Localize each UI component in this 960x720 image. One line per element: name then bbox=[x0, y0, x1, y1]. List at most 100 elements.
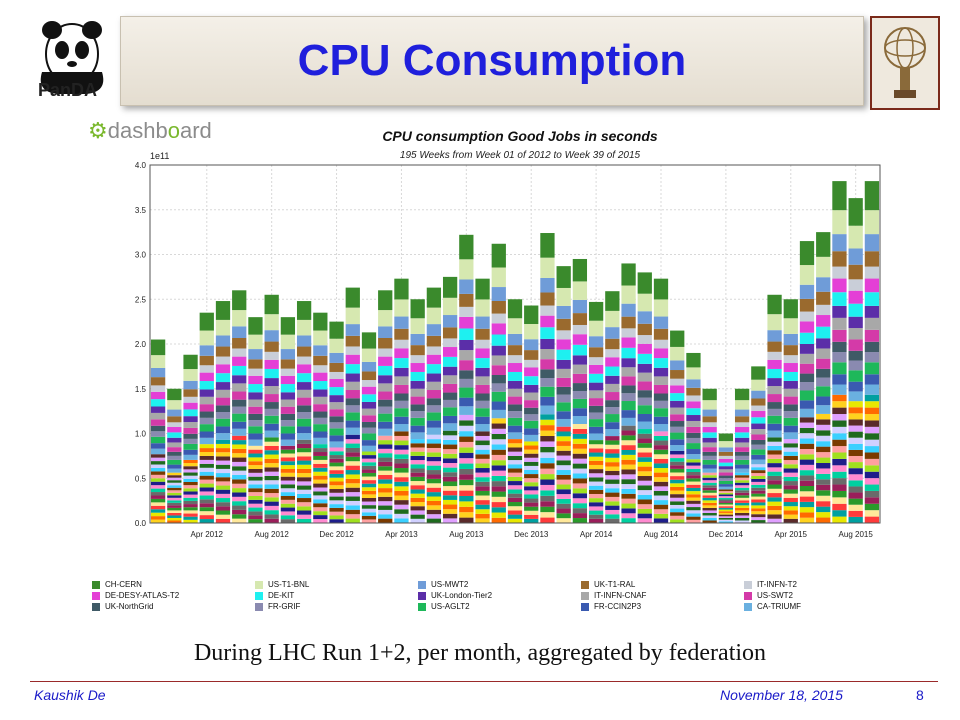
bar-segment bbox=[556, 503, 571, 509]
bar-segment bbox=[718, 516, 734, 518]
bar-segment bbox=[799, 454, 815, 460]
bar-segment-it-infn-cnaf bbox=[799, 353, 815, 364]
bar-segment bbox=[459, 495, 474, 502]
bar-segment bbox=[637, 504, 652, 509]
bar-segment bbox=[540, 430, 555, 437]
bar-segment-uk-london-tier2 bbox=[491, 345, 506, 356]
bar-segment bbox=[167, 480, 182, 483]
bar-segment-it-infn-t2 bbox=[540, 305, 555, 316]
bar-segment-fr-ccin2p3 bbox=[313, 431, 328, 438]
bar-segment-uk-t1-ral bbox=[864, 251, 880, 267]
bar-segment bbox=[264, 437, 279, 442]
bar-segment-de-kit bbox=[199, 381, 214, 390]
bar-segment bbox=[459, 441, 474, 448]
bar-segment bbox=[183, 507, 198, 511]
bar-segment bbox=[783, 510, 798, 515]
bar-segment bbox=[459, 431, 474, 437]
bar-segment-ca-triumf bbox=[556, 418, 571, 427]
bar-segment bbox=[556, 426, 571, 432]
bar-segment bbox=[426, 509, 442, 515]
bar-segment-fr-ccin2p3 bbox=[670, 439, 685, 446]
panda-logo-text: PanDA bbox=[38, 80, 98, 100]
bar-segment-uk-t1-ral bbox=[605, 338, 620, 350]
bar-segment-fr-ccin2p3 bbox=[848, 381, 863, 392]
bar-segment-us-mwt2 bbox=[751, 390, 766, 399]
bar-segment bbox=[491, 496, 506, 503]
bar-segment bbox=[248, 488, 263, 493]
bar-segment-us-mwt2 bbox=[832, 234, 847, 252]
bar-segment bbox=[296, 510, 312, 515]
bar-segment bbox=[215, 464, 231, 469]
bar-segment-ca-triumf bbox=[183, 454, 198, 460]
bar-segment bbox=[183, 469, 198, 473]
bar-segment bbox=[280, 499, 296, 504]
bar-segment bbox=[361, 451, 377, 456]
bar-segment bbox=[459, 501, 474, 507]
bar-segment bbox=[864, 401, 880, 408]
bar-segment bbox=[848, 468, 863, 475]
bar-segment bbox=[686, 459, 701, 463]
bar-segment bbox=[475, 486, 490, 491]
bar-segment-us-swt2 bbox=[167, 447, 182, 452]
bar-segment-it-infn-t2 bbox=[248, 368, 263, 376]
bar-segment bbox=[442, 439, 458, 445]
bar-segment bbox=[799, 512, 815, 518]
bar-segment-ca-triumf bbox=[832, 384, 847, 395]
bar-segment bbox=[864, 407, 880, 415]
bar-segment bbox=[491, 475, 506, 482]
bar-segment-us-aglt2 bbox=[816, 386, 831, 397]
bar-segment-de-desy-atlas-t2 bbox=[248, 375, 263, 385]
bar-segment bbox=[864, 439, 880, 447]
bar-segment-fr-grif bbox=[556, 394, 571, 403]
bar-segment-de-desy-atlas-t2 bbox=[507, 363, 523, 372]
bar-segment-fr-ccin2p3 bbox=[702, 464, 717, 469]
bar-segment bbox=[167, 505, 182, 508]
bar-segment-ch-cern bbox=[215, 301, 231, 320]
bar-segment bbox=[199, 511, 214, 516]
bar-segment bbox=[199, 467, 214, 472]
bar-segment-ca-triumf bbox=[605, 429, 620, 437]
bar-segment bbox=[848, 498, 863, 505]
bar-segment-fr-grif bbox=[524, 414, 539, 421]
bar-segment-fr-grif bbox=[264, 408, 279, 416]
bar-segment-fr-ccin2p3 bbox=[345, 420, 360, 428]
bar-segment bbox=[718, 496, 734, 498]
bar-segment-de-desy-atlas-t2 bbox=[491, 323, 506, 335]
bar-segment-fr-grif bbox=[702, 455, 717, 460]
bar-segment-us-t1-bnl bbox=[378, 310, 393, 327]
bar-segment bbox=[540, 425, 555, 431]
bar-segment bbox=[215, 510, 231, 515]
bar-segment bbox=[864, 452, 880, 459]
bar-segment bbox=[442, 444, 458, 450]
bar-segment bbox=[799, 485, 815, 492]
bar-segment-us-aglt2 bbox=[588, 419, 604, 427]
bar-segment bbox=[751, 487, 766, 491]
bar-segment-us-aglt2 bbox=[637, 405, 652, 414]
bar-segment-uk-london-tier2 bbox=[588, 382, 604, 391]
bar-segment bbox=[410, 455, 425, 461]
bar-segment-it-infn-t2 bbox=[296, 356, 312, 365]
legend-label: IT-INFN-T2 bbox=[757, 580, 797, 589]
bar-segment-us-t1-bnl bbox=[734, 400, 750, 410]
bar-segment-fr-ccin2p3 bbox=[264, 423, 279, 431]
bar-segment bbox=[394, 509, 409, 514]
bar-segment bbox=[556, 484, 571, 490]
bar-segment-uk-t1-ral bbox=[556, 318, 571, 331]
bar-segment-ch-cern bbox=[329, 321, 344, 339]
bar-segment-fr-grif bbox=[864, 352, 880, 363]
bar-segment bbox=[605, 479, 620, 484]
bar-segment-it-infn-t2 bbox=[783, 355, 798, 364]
bar-segment bbox=[751, 517, 766, 521]
x-tick-label: Aug 2012 bbox=[255, 530, 290, 539]
plot-frame bbox=[149, 164, 881, 524]
bar-segment bbox=[264, 493, 279, 498]
bar-segment bbox=[653, 440, 669, 446]
bar-segment bbox=[816, 419, 831, 425]
bar-segment-de-desy-atlas-t2 bbox=[394, 348, 409, 359]
bar-segment bbox=[637, 485, 652, 491]
bar-segment-us-mwt2 bbox=[313, 345, 328, 356]
bar-segment-us-t1-bnl bbox=[621, 285, 636, 304]
bar-segment bbox=[670, 486, 685, 491]
bar-segment-us-mwt2 bbox=[670, 360, 685, 371]
bar-segment-de-desy-atlas-t2 bbox=[572, 334, 588, 345]
